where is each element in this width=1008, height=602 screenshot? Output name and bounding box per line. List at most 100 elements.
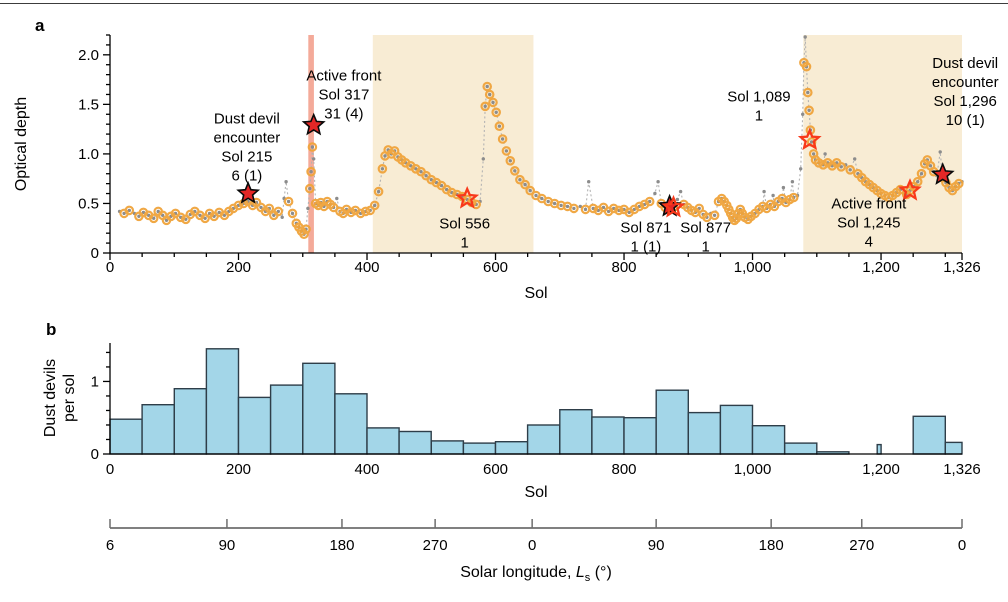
- gray-dot: [928, 164, 933, 168]
- dust-devil-histogram: 0 200 400 600 800 1,000 1,200 1,326 0 1: [91, 343, 981, 478]
- orange-circle: [299, 229, 309, 240]
- gray-dot: [839, 165, 843, 169]
- orange-circle: [912, 176, 923, 187]
- orange-circle: [818, 160, 829, 170]
- gray-dot: [497, 124, 502, 128]
- histogram-bar: [784, 442, 818, 455]
- gray-dot: [565, 204, 570, 209]
- annotation-line: 1: [755, 108, 763, 125]
- panel-a-x-tick-label: 200: [226, 259, 251, 276]
- orange-circle-markers: [119, 57, 964, 240]
- panel-a-y-tick-label: 0: [91, 245, 99, 262]
- orange-circle: [845, 165, 856, 175]
- orange-circle: [505, 156, 516, 166]
- histogram-bar: [398, 430, 432, 455]
- annotation-line: encounter: [214, 129, 281, 146]
- orange-circle: [608, 203, 619, 214]
- panel-b-y-axis-title: Dust devils per sol: [41, 288, 79, 508]
- ls-title-symbol: L: [575, 564, 585, 581]
- orange-circle: [233, 200, 244, 211]
- orange-circle: [836, 162, 847, 172]
- ls-tick-label: 270: [423, 537, 448, 554]
- gray-dot: [781, 185, 786, 190]
- gray-dot: [164, 218, 169, 222]
- histogram-bar: [559, 409, 593, 455]
- orange-circle: [264, 203, 275, 214]
- orange-circle: [569, 203, 579, 214]
- orange-circle: [482, 81, 493, 92]
- gray-dot: [127, 208, 131, 213]
- gray-dot: [656, 180, 660, 184]
- panel-a-x-tick-label: 0: [106, 259, 114, 276]
- orange-circle: [497, 134, 508, 144]
- panel-a-axes: [103, 34, 963, 260]
- annotation-dust-devil-1296: Dust devil encounter Sol 1,296 10 (1): [932, 55, 999, 129]
- gray-dot: [419, 170, 423, 174]
- annotation-line: 1 (1): [630, 238, 661, 255]
- gray-dot: [280, 215, 284, 219]
- orange-circle: [801, 61, 812, 72]
- gray-dot: [546, 199, 550, 204]
- ls-title-suffix: (°): [590, 564, 612, 581]
- gray-dot: [122, 211, 126, 216]
- annotation-line: Dust devil: [932, 55, 998, 72]
- histogram-narrow-bar: [876, 443, 882, 455]
- annotation-line: Sol 871: [620, 219, 671, 236]
- ls-tick-label: 270: [849, 537, 874, 554]
- panel-b-y-axis-title-line1: Dust devils: [42, 358, 59, 438]
- histogram-bar: [751, 425, 786, 455]
- gray-dot: [504, 149, 509, 153]
- orange-circle: [355, 208, 366, 219]
- histogram-bar: [237, 396, 272, 455]
- panel-b-x-tick-label: 400: [354, 461, 379, 478]
- gray-dot: [383, 154, 387, 158]
- gray-dot: [290, 211, 295, 216]
- gray-dot: [309, 170, 313, 174]
- orange-circle: [614, 205, 624, 216]
- dust-devil-encounter-star-1296: [930, 162, 955, 185]
- orange-circle: [148, 213, 159, 224]
- gray-dot: [540, 196, 544, 201]
- gray-dot: [678, 189, 683, 194]
- orange-circle: [509, 166, 520, 176]
- histogram-bar: [141, 404, 175, 455]
- orange-circle: [377, 164, 388, 174]
- ls-tick-label: 180: [329, 537, 354, 554]
- panel-a-x-tick-label: 600: [483, 259, 508, 276]
- histogram-bar: [269, 384, 304, 455]
- panel-a-y-tick-label: 2.0: [78, 47, 99, 64]
- ls-tick-label: 6: [106, 537, 114, 554]
- gray-dot: [284, 180, 288, 184]
- annotation-dust-devil-215: Dust devil encounter Sol 215 6 (1): [214, 110, 281, 184]
- annotation-line: Active front: [831, 196, 907, 213]
- annotation-line: Sol 1,296: [934, 93, 997, 110]
- gray-dot: [807, 108, 811, 113]
- orange-circle: [360, 206, 371, 217]
- annotation-sol-871: Sol 871 1 (1): [620, 219, 671, 255]
- panel-b-y-tick-label: 1: [91, 373, 99, 390]
- gray-dot: [306, 206, 310, 211]
- orange-circle: [488, 97, 498, 108]
- orange-circle: [373, 186, 384, 197]
- orange-circle: [124, 205, 135, 216]
- gray-dot: [286, 199, 291, 204]
- histogram-bar: [205, 348, 240, 455]
- panel-b-x-tick-label: 0: [106, 461, 114, 478]
- histogram-bar: [302, 362, 336, 455]
- gray-dot: [259, 205, 263, 210]
- ls-tick-label: 0: [528, 537, 536, 554]
- annotation-line: Sol 556: [439, 215, 490, 232]
- orange-circle: [729, 215, 740, 226]
- gray-dot: [508, 159, 512, 163]
- panel-b-label: b: [46, 320, 57, 339]
- histogram-bar: [591, 416, 625, 455]
- top-rule: [0, 3, 1008, 4]
- gray-dot: [483, 104, 487, 109]
- panel-a-y-tick-label: 0.5: [78, 195, 99, 212]
- annotation-line: 10 (1): [946, 112, 985, 129]
- gray-dot: [523, 182, 527, 187]
- gray-dot: [534, 193, 538, 198]
- annotation-line: 31 (4): [324, 106, 363, 123]
- shaded-season-region-1: [372, 35, 534, 253]
